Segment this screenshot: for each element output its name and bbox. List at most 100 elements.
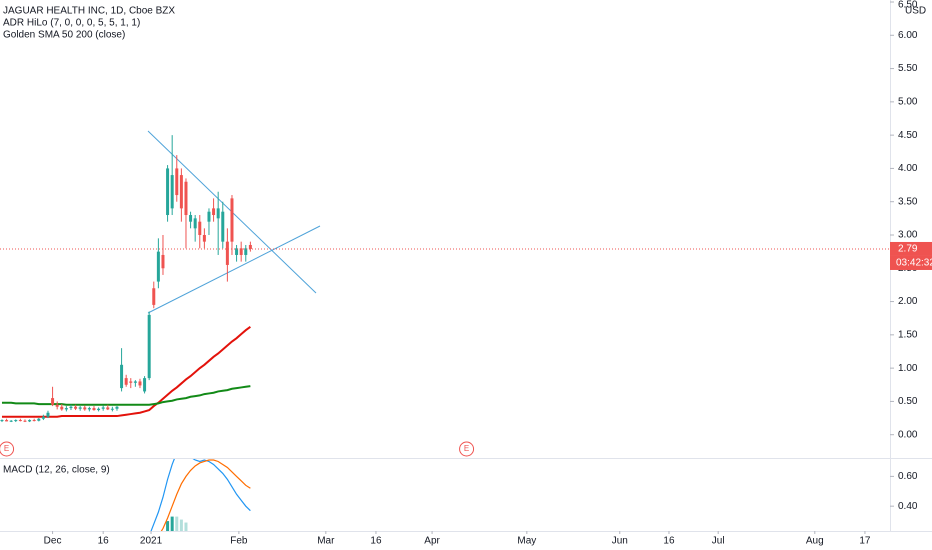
candle-body — [74, 406, 78, 409]
candle-body — [202, 234, 206, 242]
candle-body — [64, 408, 68, 410]
x-tick-label: Mar — [317, 536, 335, 547]
candle-body — [97, 408, 101, 411]
candle-body — [216, 208, 220, 219]
price-pane — [0, 130, 890, 423]
earnings-marker — [459, 441, 475, 457]
last-price-label: 2.79 — [898, 244, 918, 255]
candle-body — [87, 408, 91, 410]
candle-body — [9, 420, 13, 422]
candle-body — [225, 241, 229, 265]
last-price-box — [890, 241, 932, 256]
earnings-marker — [0, 441, 15, 457]
countdown-label: 03:42:32 — [896, 258, 932, 269]
histogram-bar — [175, 516, 179, 531]
series-line — [1, 385, 251, 406]
candle-body — [37, 418, 41, 421]
candle-body — [120, 364, 124, 389]
y-tick-label: 0.50 — [898, 396, 918, 407]
candle-body — [152, 288, 156, 305]
candle-body — [166, 168, 170, 216]
y-tick-label: 0.00 — [898, 429, 918, 440]
x-tick-label: 17 — [859, 536, 871, 547]
candle-body — [23, 420, 27, 422]
y-tick-label: 5.00 — [898, 96, 918, 107]
y-tick-label: 3.50 — [898, 196, 918, 207]
candle-body — [129, 381, 133, 383]
macd-title: MACD (12, 26, close, 9) — [3, 465, 110, 476]
candle-body — [138, 381, 142, 386]
candle-body — [207, 211, 211, 222]
earnings-label: E — [464, 444, 469, 453]
candle-body — [14, 420, 18, 422]
x-tick-label: Dec — [44, 536, 62, 547]
macd-pane — [150, 459, 251, 531]
indicator-label: ADR HiLo (7, 0, 0, 0, 5, 5, 1, 1) — [3, 18, 140, 29]
candle-body — [41, 416, 45, 419]
candle-body — [179, 175, 183, 209]
candle-body — [124, 378, 128, 385]
candle-body — [248, 244, 252, 249]
series-line — [160, 459, 251, 531]
candle-body — [0, 420, 4, 422]
candle-body — [32, 420, 36, 422]
chart-title: JAGUAR HEALTH INC, 1D, Cboe BZX — [3, 6, 175, 17]
series-line — [150, 459, 251, 531]
candle-body — [244, 248, 248, 255]
candle-body — [78, 407, 82, 409]
y-tick-label: 4.00 — [898, 163, 918, 174]
candle-body — [110, 408, 114, 410]
candle-body — [170, 175, 174, 209]
y-tick-label: 1.00 — [898, 363, 918, 374]
candle-body — [83, 407, 87, 410]
candle-body — [51, 398, 55, 405]
candle-body — [46, 412, 50, 417]
candle-body — [106, 407, 110, 410]
y-tick-label: 0.40 — [898, 501, 918, 512]
candle-body — [212, 208, 216, 216]
candle-body — [184, 181, 188, 216]
y-tick-label: 2.00 — [898, 296, 918, 307]
x-tick-label: Jun — [612, 536, 628, 547]
candle-body — [161, 254, 165, 269]
candle-body — [193, 218, 197, 229]
x-tick-label: 16 — [663, 536, 675, 547]
histogram-bar — [170, 516, 174, 531]
candle-body — [175, 168, 179, 196]
candle-body — [235, 248, 239, 255]
candle-body — [230, 198, 234, 242]
x-tick-label: 16 — [98, 536, 110, 547]
candle-body — [69, 406, 73, 409]
candle-body — [115, 406, 119, 409]
candle-body — [189, 215, 193, 222]
y-tick-label: 0.60 — [898, 471, 918, 482]
earnings-label: E — [4, 444, 9, 453]
candle-body — [221, 211, 225, 242]
candle-body — [28, 420, 32, 422]
countdown-box — [890, 255, 932, 270]
candle-body — [239, 248, 243, 255]
indicator-label: Golden SMA 50 200 (close) — [3, 30, 125, 41]
candle-body — [156, 251, 160, 282]
candle-body — [133, 381, 137, 383]
candle-body — [101, 407, 105, 409]
x-tick-label: Jul — [712, 536, 725, 547]
candle-body — [92, 408, 96, 411]
y-tick-label: 4.50 — [898, 130, 918, 141]
trend-line — [147, 225, 321, 314]
candle-body — [60, 406, 64, 410]
y-tick-label: 3.00 — [898, 230, 918, 241]
x-tick-label: Aug — [806, 536, 824, 547]
candle-body — [143, 378, 147, 392]
currency-label: USD — [905, 6, 926, 17]
candle-body — [5, 420, 9, 422]
candle-body — [147, 314, 151, 379]
y-tick-label: 6.50 — [898, 0, 918, 11]
x-tick-label: Apr — [424, 536, 440, 547]
x-tick-label: 16 — [370, 536, 382, 547]
candle-body — [198, 221, 202, 235]
y-tick-label: 5.50 — [898, 63, 918, 74]
